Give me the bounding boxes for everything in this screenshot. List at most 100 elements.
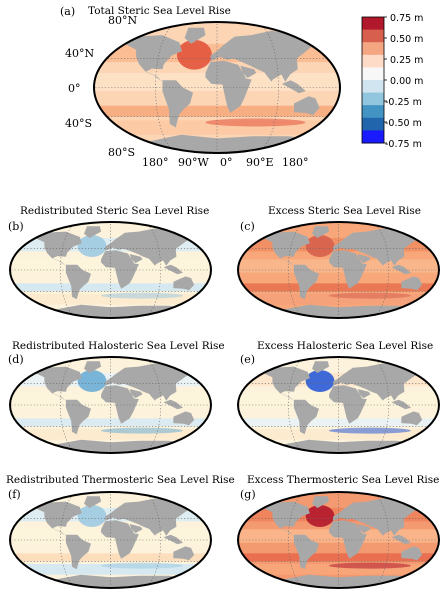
graticule-meridian	[288, 492, 309, 588]
land-africa	[205, 60, 252, 113]
panel-a-title: Total Steric Sea Level Rise	[88, 5, 231, 17]
land-europe-asia	[210, 30, 321, 82]
land-greenland	[312, 496, 330, 508]
colorbar-segment	[362, 130, 384, 144]
land-southeast-asia	[163, 534, 183, 545]
land-south-america	[65, 264, 91, 300]
panel-b-map	[9, 221, 212, 319]
graticule-meridian	[368, 492, 390, 588]
colorbar-segment	[362, 29, 384, 43]
graticule-meridian	[60, 357, 81, 453]
land-southeast-asia	[281, 80, 306, 94]
colorbar-tick-1: 0.50 m	[390, 34, 424, 45]
land-north-america	[256, 501, 310, 536]
map-frame	[9, 221, 212, 319]
ocean-band	[238, 564, 439, 575]
graticule-meridian	[60, 492, 81, 588]
panel-c-label: (c)	[240, 220, 255, 233]
ocean-band	[238, 294, 439, 305]
ocean-band	[238, 429, 439, 440]
lon-label-90w: 90°W	[178, 156, 209, 169]
land-greenland	[312, 226, 330, 238]
north-atlantic-anomaly	[305, 235, 335, 257]
land-arabia	[357, 254, 371, 264]
land-arabia	[129, 524, 143, 534]
panel-b-title: Redistributed Steric Sea Level Rise	[20, 205, 210, 217]
ocean-band	[238, 283, 439, 292]
lat-label-80n: 80°N	[108, 14, 138, 27]
land-north-america	[256, 366, 310, 401]
panel-d-map	[9, 356, 212, 454]
land-southeast-asia	[163, 399, 183, 410]
map-body	[238, 492, 439, 588]
panel-c-title: Excess Steric Sea Level Rise	[268, 205, 421, 217]
land-southeast-asia	[391, 399, 411, 410]
land-arabia	[129, 254, 143, 264]
land-europe-asia	[333, 498, 423, 536]
land-india	[375, 257, 387, 266]
ocean-band	[10, 418, 211, 427]
panel-f-label: (f)	[8, 488, 21, 501]
panel-a-map	[93, 21, 341, 154]
map-body	[10, 492, 211, 588]
ocean-band	[10, 553, 211, 562]
land-north-america	[256, 231, 310, 266]
graticule	[10, 357, 211, 453]
north-atlantic-anomaly	[305, 505, 335, 527]
land-europe-asia	[105, 498, 195, 536]
land-india	[147, 392, 159, 401]
land-south-america	[293, 399, 319, 435]
map-frame	[237, 491, 440, 589]
land-south-america	[65, 534, 91, 570]
panel-d-title: Redistributed Halosteric Sea Level Rise	[12, 340, 225, 352]
land-europe-asia	[333, 363, 423, 401]
panel-g-title: Excess Thermosteric Sea Level Rise	[247, 474, 440, 486]
land-australia	[401, 411, 423, 426]
land-south-america	[65, 399, 91, 435]
graticule	[10, 222, 211, 318]
southern-ocean-anomaly	[100, 292, 183, 299]
colorbar-segment	[362, 92, 384, 106]
graticule-meridian	[60, 222, 81, 318]
land-greenland	[184, 27, 206, 44]
land-south-america	[293, 534, 319, 570]
ocean-band	[10, 564, 211, 575]
southern-ocean-anomaly	[328, 427, 411, 434]
graticule-meridian	[368, 357, 390, 453]
land-europe-asia	[333, 228, 423, 266]
colorbar-tick-6: -0.75 m	[385, 139, 422, 150]
southern-ocean-anomaly	[205, 118, 306, 127]
southern-ocean-anomaly	[100, 427, 183, 434]
map-body	[238, 357, 439, 453]
colorbar-segment	[362, 80, 384, 94]
land-australia	[173, 546, 195, 561]
land-greenland	[84, 496, 102, 508]
land-india	[147, 257, 159, 266]
north-atlantic-anomaly	[77, 235, 107, 257]
land-india	[147, 527, 159, 536]
graticule	[238, 357, 439, 453]
lon-label-180e: 180°	[282, 156, 309, 169]
panel-g-map	[237, 491, 440, 589]
map-body	[10, 357, 211, 453]
map-frame	[237, 221, 440, 319]
graticule-meridian	[368, 222, 390, 318]
colorbar-segment	[362, 105, 384, 119]
panel-f-map	[9, 491, 212, 589]
land-south-america	[162, 80, 194, 128]
land-europe-asia	[105, 363, 195, 401]
lat-label-80s: 80°S	[108, 146, 136, 159]
lon-label-0: 0°	[220, 156, 233, 169]
lon-label-90e: 90°E	[246, 156, 274, 169]
land-south-america	[293, 264, 319, 300]
ocean-band	[10, 283, 211, 292]
southern-ocean-anomaly	[328, 562, 411, 569]
panel-d-label: (d)	[8, 353, 24, 366]
land-arabia	[129, 389, 143, 399]
panel-f-title: Redistributed Thermosteric Sea Level Ris…	[6, 474, 235, 486]
panel-c-map	[237, 221, 440, 319]
land-north-america	[28, 501, 82, 536]
graticule-meridian	[253, 22, 279, 153]
land-europe-asia	[105, 228, 195, 266]
panel-g-label: (g)	[240, 488, 256, 501]
